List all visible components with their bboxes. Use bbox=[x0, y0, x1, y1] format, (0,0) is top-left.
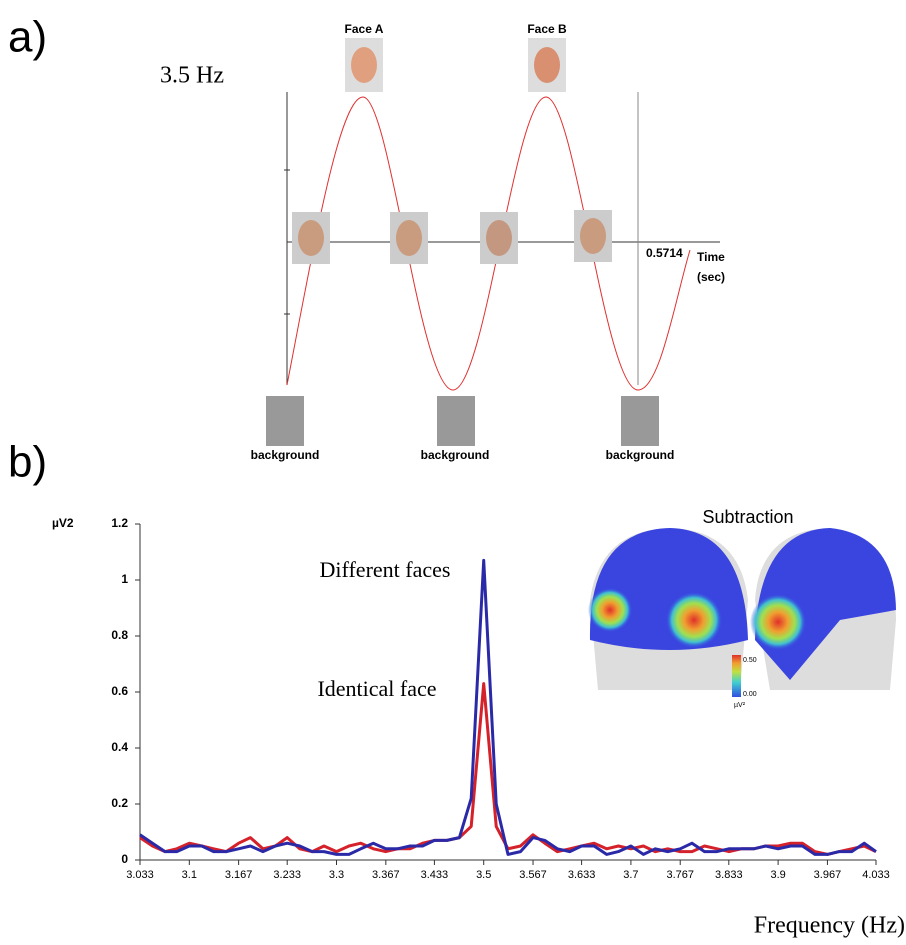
frequency-label: 3.5 Hz bbox=[160, 63, 224, 89]
x-tick-label: 3.233 bbox=[273, 869, 301, 881]
x-tick-label: 3.967 bbox=[814, 869, 842, 881]
x-tick-label: 3.1 bbox=[182, 869, 197, 881]
background-label: background bbox=[606, 448, 675, 462]
background-label: background bbox=[421, 448, 490, 462]
y-axis-label: µV2 bbox=[52, 516, 74, 530]
axis-ticks bbox=[284, 169, 290, 315]
stimulus-wave bbox=[286, 96, 691, 391]
x-tick-label: 3.433 bbox=[421, 869, 449, 881]
background-patches bbox=[266, 396, 659, 446]
x-tick-label: 4.033 bbox=[862, 869, 890, 881]
colorbar-max: 0.50 bbox=[743, 657, 757, 664]
colorbar-min: 0.00 bbox=[743, 691, 757, 698]
annotation: Different faces bbox=[320, 557, 451, 582]
background-label: background bbox=[251, 448, 320, 462]
y-tick-label: 0.2 bbox=[111, 796, 128, 810]
x-tick-label: 3.567 bbox=[519, 869, 547, 881]
x-tick-label: 3.033 bbox=[126, 869, 154, 881]
time-label: Time bbox=[697, 250, 725, 264]
y-tick-label: 1.2 bbox=[111, 516, 128, 530]
time-value: 0.5714 bbox=[646, 246, 683, 260]
face-a-label: Face A bbox=[345, 22, 384, 36]
panel-label: b) bbox=[8, 438, 47, 487]
x-tick-label: 3.367 bbox=[372, 869, 400, 881]
face-b-label: Face B bbox=[527, 22, 567, 36]
x-tick-label: 3.167 bbox=[225, 869, 253, 881]
panel-label: a) bbox=[8, 13, 47, 62]
colorbar bbox=[732, 655, 741, 697]
colorbar-unit: µV² bbox=[734, 702, 746, 709]
annotation: Identical face bbox=[317, 676, 436, 701]
time-unit: (sec) bbox=[697, 270, 725, 284]
series-line bbox=[139, 682, 877, 856]
y-tick-label: 0.4 bbox=[111, 740, 128, 754]
x-tick-label: 3.3 bbox=[329, 869, 344, 881]
y-tick-label: 0.8 bbox=[111, 628, 128, 642]
x-tick-label: 3.7 bbox=[623, 869, 638, 881]
y-tick-label: 0.6 bbox=[111, 684, 128, 698]
x-tick-label: 3.9 bbox=[770, 869, 785, 881]
x-tick-label: 3.633 bbox=[568, 869, 596, 881]
x-tick-label: 3.833 bbox=[715, 869, 743, 881]
x-tick-label: 3.5 bbox=[476, 869, 491, 881]
y-tick-label: 0 bbox=[121, 852, 128, 866]
inset-title: Subtraction bbox=[702, 507, 793, 527]
faces bbox=[292, 38, 612, 264]
scalp-maps bbox=[588, 528, 896, 690]
series-line bbox=[139, 558, 877, 856]
x-tick-label: 3.767 bbox=[666, 869, 694, 881]
x-axis-label: Frequency (Hz) bbox=[754, 913, 905, 939]
y-tick-label: 1 bbox=[121, 572, 128, 586]
